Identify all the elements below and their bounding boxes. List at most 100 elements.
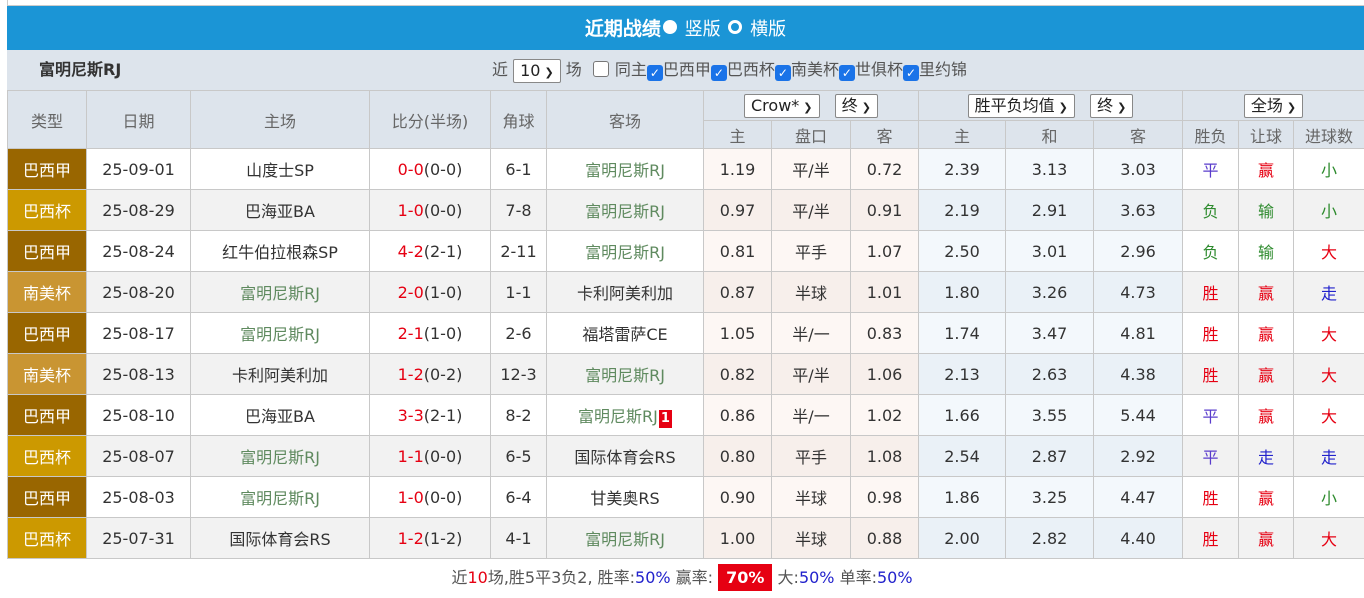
eu-time-value: 终 <box>1097 95 1114 115</box>
away-team-cell[interactable]: 福塔雷萨CE <box>546 312 704 354</box>
odds-eu-d: 2.82 <box>1005 517 1094 559</box>
score-cell[interactable]: 2-1(1-0) <box>369 312 491 354</box>
league-type[interactable]: 巴西杯 <box>7 435 87 477</box>
ah-time-select[interactable]: 终 ❯ <box>834 93 878 118</box>
odds-ah: 平手 <box>771 230 851 272</box>
result-res: 胜 <box>1182 476 1239 518</box>
table-row: 巴西甲 25-09-01 山度士SP 0-0(0-0) 6-1 富明尼斯RJ 1.19 平/半… <box>7 148 1364 190</box>
match-count-select[interactable]: 10 ❯ <box>513 58 561 83</box>
odds-ah: 平/半 <box>771 353 851 395</box>
odds-ah-a: 0.83 <box>850 312 919 354</box>
away-team-cell[interactable]: 富明尼斯RJ <box>546 353 704 395</box>
odds-eu-d: 2.87 <box>1005 435 1094 477</box>
league-checkbox[interactable]: ✓ <box>710 65 727 81</box>
away-team-cell[interactable]: 富明尼斯RJ 1 <box>546 394 704 436</box>
away-team-cell[interactable]: 国际体育会RS <box>546 435 704 477</box>
odd-rate: 50% <box>876 568 913 587</box>
summary-text: 大: <box>772 568 799 587</box>
odds-ah: 平手 <box>771 435 851 477</box>
result-ahr: 赢 <box>1238 312 1294 354</box>
home-team[interactable]: 富明尼斯RJ <box>190 271 370 313</box>
result-ou: 大 <box>1293 353 1364 395</box>
score-cell[interactable]: 1-1(0-0) <box>369 435 491 477</box>
result-ou: 大 <box>1293 517 1364 559</box>
half-time-score: (0-0) <box>423 200 463 220</box>
near-label: 近 <box>492 60 509 79</box>
result-res: 胜 <box>1182 271 1239 313</box>
odds-eu-h: 2.00 <box>918 517 1006 559</box>
league-type[interactable]: 南美杯 <box>7 271 87 313</box>
away-team-cell[interactable]: 富明尼斯RJ <box>546 148 704 190</box>
odds-ah-h: 0.90 <box>703 476 772 518</box>
score-cell[interactable]: 2-0(1-0) <box>369 271 491 313</box>
summary-text: 赢率: <box>670 568 714 587</box>
score-cell[interactable]: 4-2(2-1) <box>369 230 491 272</box>
radio-horizontal-label[interactable]: 横版 <box>750 19 787 40</box>
score-cell[interactable]: 1-0(0-0) <box>369 476 491 518</box>
away-team-cell[interactable]: 富明尼斯RJ <box>546 517 704 559</box>
odds-eu-d: 3.47 <box>1005 312 1094 354</box>
home-team[interactable]: 巴海亚BA <box>190 189 370 231</box>
radio-vertical[interactable] <box>662 20 677 34</box>
score-cell[interactable]: 3-3(2-1) <box>369 394 491 436</box>
result-res: 平 <box>1182 394 1239 436</box>
home-team[interactable]: 富明尼斯RJ <box>190 476 370 518</box>
result-res: 负 <box>1182 230 1239 272</box>
eu-time-select[interactable]: 终 ❯ <box>1090 93 1134 118</box>
league-checkbox[interactable]: ✓ <box>838 65 855 81</box>
chevron-down-icon: ❯ <box>1117 100 1127 114</box>
radio-vertical-label[interactable]: 竖版 <box>684 19 721 40</box>
odds-ah-h: 1.00 <box>703 517 772 559</box>
score-cell[interactable]: 1-2(1-2) <box>369 517 491 559</box>
home-team[interactable]: 山度士SP <box>190 148 370 190</box>
league-type[interactable]: 巴西甲 <box>7 476 87 518</box>
away-team-cell[interactable]: 富明尼斯RJ <box>546 230 704 272</box>
league-type[interactable]: 巴西甲 <box>7 312 87 354</box>
home-team[interactable]: 富明尼斯RJ <box>190 312 370 354</box>
odds-eu-a: 4.38 <box>1093 353 1183 395</box>
radio-horizontal[interactable] <box>728 20 743 34</box>
same-home-checkbox[interactable] <box>592 61 609 77</box>
eu-company-select[interactable]: 胜平负均值 ❯ <box>967 93 1075 118</box>
away-team-cell[interactable]: 甘美奥RS <box>546 476 704 518</box>
eu-company-value: 胜平负均值 <box>974 95 1055 115</box>
result-ahr: 赢 <box>1238 476 1294 518</box>
recent-matches-table: 类型 日期 主场 比分(半场) 角球 客场 Crow* ❯ 终 ❯ 胜平负均值 ❯ 终… <box>7 90 1364 559</box>
ah-company-select[interactable]: Crow* ❯ <box>744 93 820 118</box>
league-type[interactable]: 南美杯 <box>7 353 87 395</box>
away-team: 富明尼斯RJ <box>585 530 665 549</box>
full-time-score: 1-2 <box>397 528 424 548</box>
match-date: 25-08-20 <box>86 271 191 313</box>
home-team[interactable]: 卡利阿美利加 <box>190 353 370 395</box>
chevron-down-icon: ❯ <box>861 100 871 114</box>
same-home-label: 同主 <box>614 60 647 79</box>
match-date: 25-08-07 <box>86 435 191 477</box>
score-cell[interactable]: 0-0(0-0) <box>369 148 491 190</box>
odds-eu-h: 2.19 <box>918 189 1006 231</box>
home-team[interactable]: 巴海亚BA <box>190 394 370 436</box>
period-select[interactable]: 全场 ❯ <box>1243 93 1304 118</box>
ah-selectors: Crow* ❯ 终 ❯ <box>703 90 919 121</box>
half-time-score: (0-0) <box>423 446 463 466</box>
league-type[interactable]: 巴西杯 <box>7 517 87 559</box>
away-team-cell[interactable]: 富明尼斯RJ <box>546 189 704 231</box>
league-type[interactable]: 巴西杯 <box>7 189 87 231</box>
league-type[interactable]: 巴西甲 <box>7 148 87 190</box>
home-team[interactable]: 富明尼斯RJ <box>190 435 370 477</box>
away-team-cell[interactable]: 卡利阿美利加 <box>546 271 704 313</box>
unit-label: 场 <box>565 60 582 79</box>
league-type[interactable]: 巴西甲 <box>7 230 87 272</box>
league-checkbox[interactable]: ✓ <box>902 65 919 81</box>
odds-eu-d: 3.01 <box>1005 230 1094 272</box>
score-cell[interactable]: 1-2(0-2) <box>369 353 491 395</box>
home-team[interactable]: 国际体育会RS <box>190 517 370 559</box>
result-ou: 大 <box>1293 394 1364 436</box>
league-type[interactable]: 巴西甲 <box>7 394 87 436</box>
subheader-cell: 主 <box>918 120 1006 149</box>
home-team[interactable]: 红牛伯拉根森SP <box>190 230 370 272</box>
subheader-cell: 客 <box>1093 120 1183 149</box>
league-checkbox[interactable]: ✓ <box>774 65 791 81</box>
league-checkbox[interactable]: ✓ <box>646 65 663 81</box>
odds-eu-d: 3.26 <box>1005 271 1094 313</box>
score-cell[interactable]: 1-0(0-0) <box>369 189 491 231</box>
